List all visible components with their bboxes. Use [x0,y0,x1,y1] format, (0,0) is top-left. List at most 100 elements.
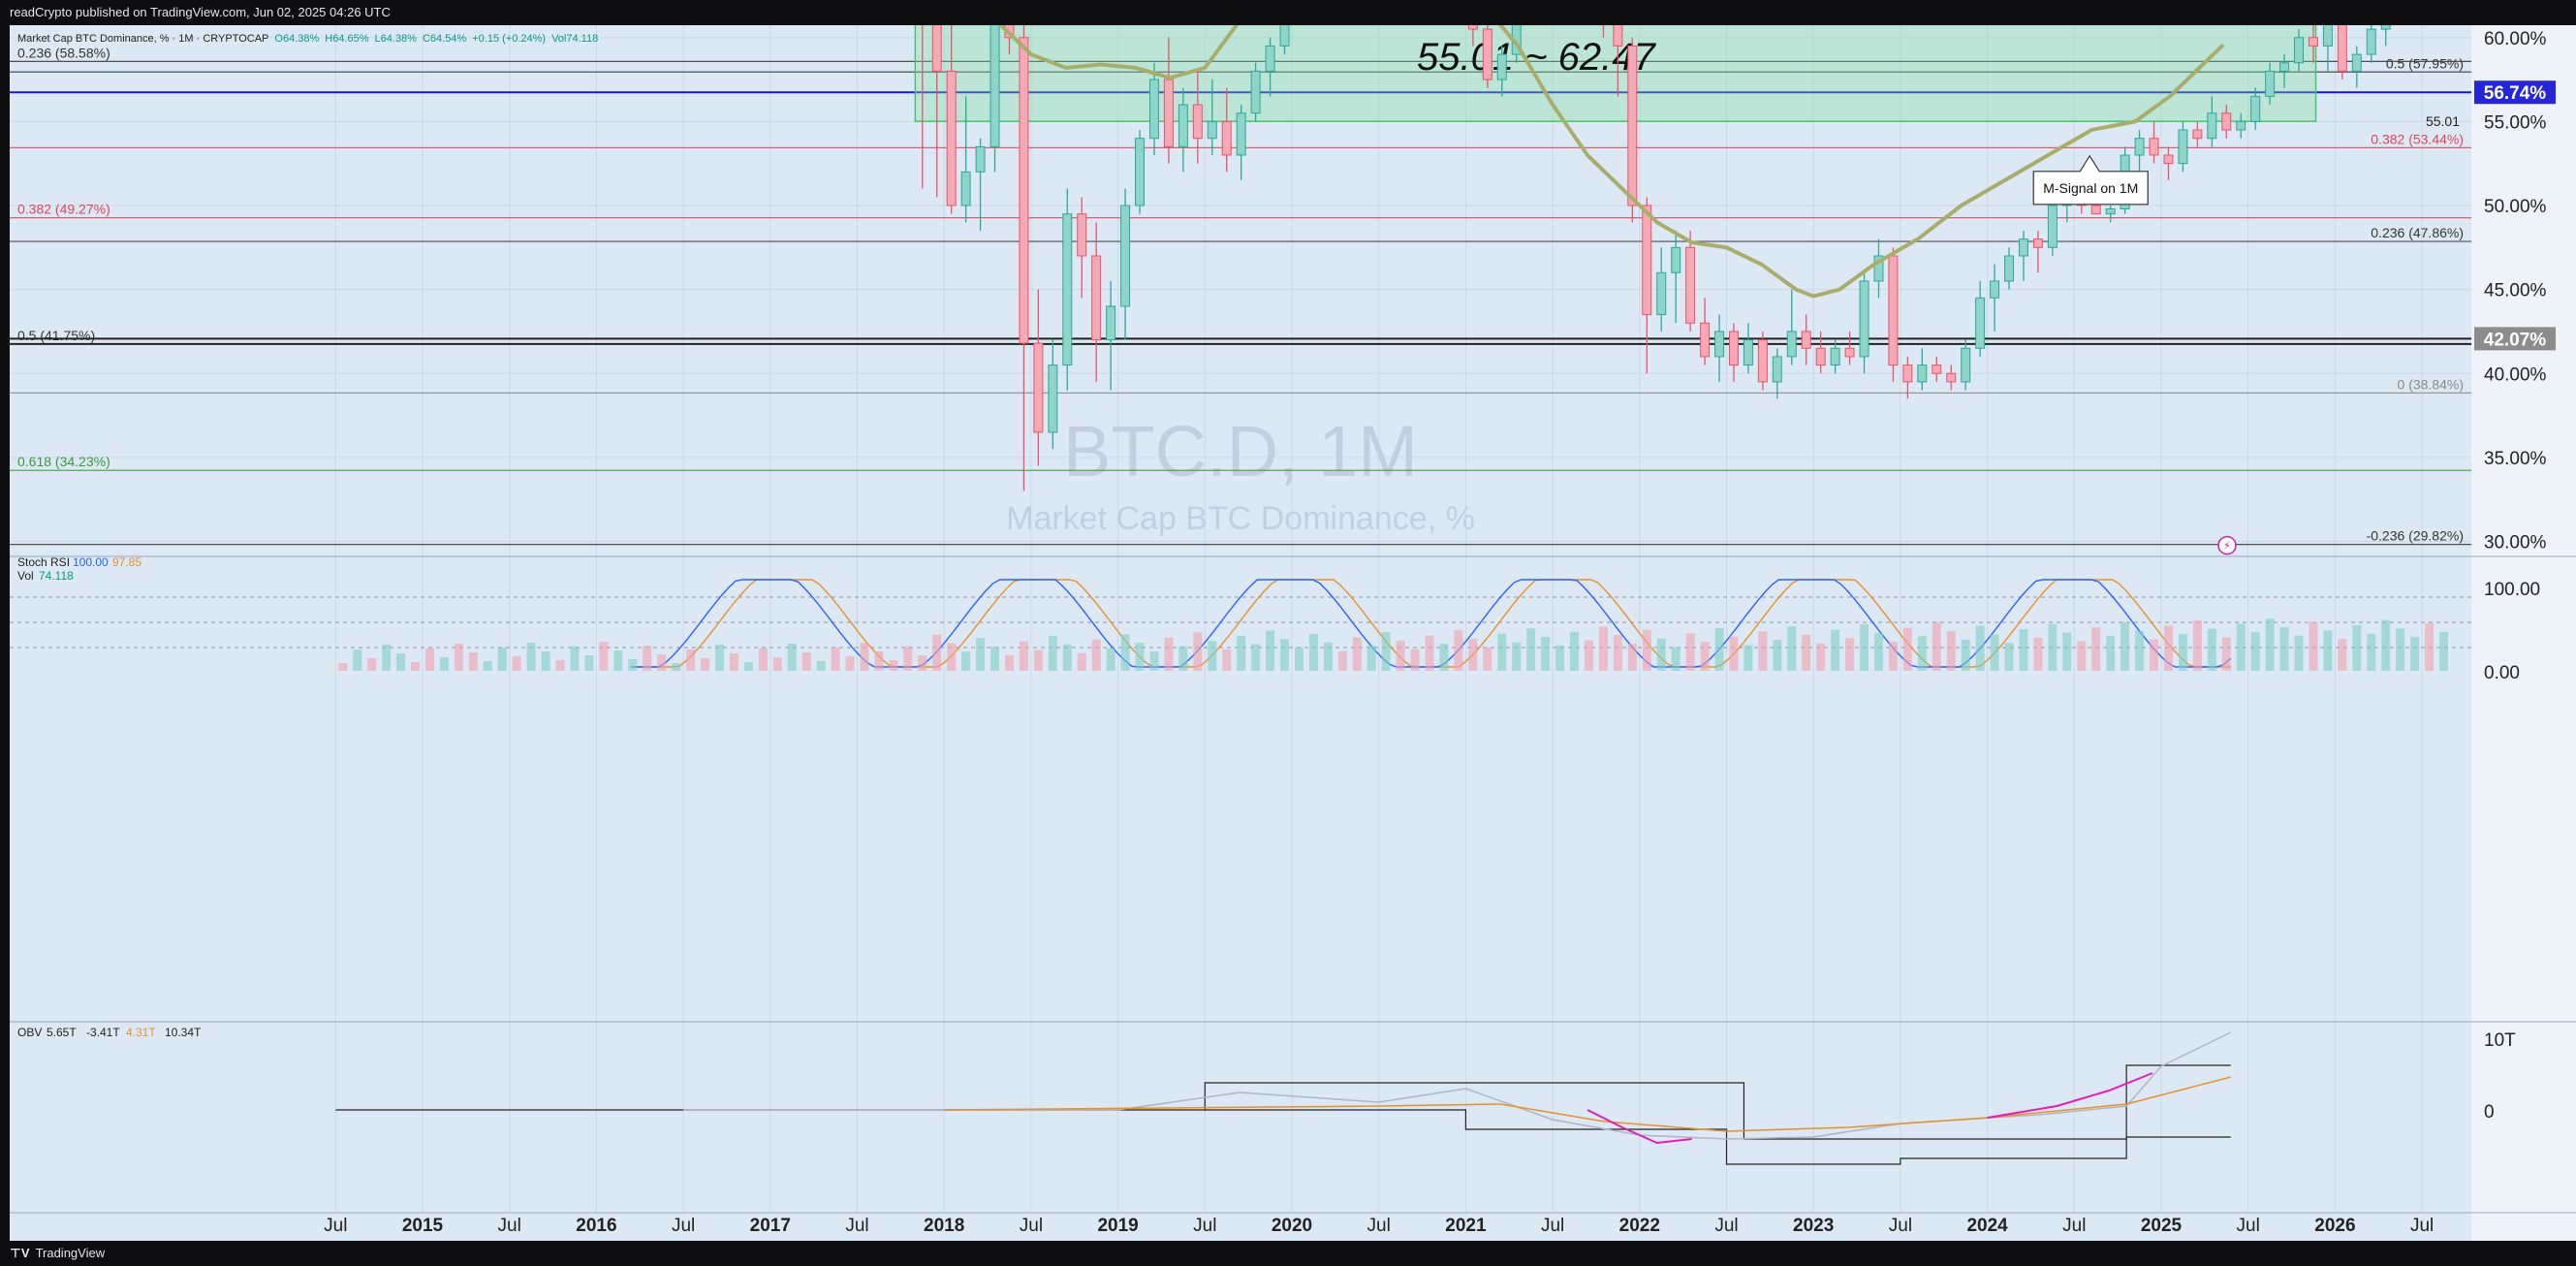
candle-51 [1077,197,1087,299]
candle-59 [1192,71,1203,164]
tradingview-logo-icon[interactable]: ⊤V [10,1246,30,1260]
vol-bar-39 [903,647,913,671]
stoch-top-label: 100.00 [2484,580,2540,600]
time-axis[interactable]: Jul 2015 Jul 2016 Jul 2017 Jul 2018 Jul 2019 Jul 20… [10,1212,2576,1236]
vol-bar-109 [1917,636,1927,671]
candle-94 [1700,298,1711,365]
candle-50 [1062,188,1073,391]
close-text: C64.54% [423,33,466,45]
lightning-icon[interactable] [2217,535,2237,555]
vol-bar-81 [1512,642,1522,671]
vol-bar-88 [1613,635,1622,671]
y-tick-4: 50.00% [2484,197,2547,217]
vol-bar-104 [1845,638,1855,671]
x-tick-17: 2023 [1793,1216,1834,1236]
obv-label: OBV [17,1026,42,1039]
vol-bar-145 [2439,631,2449,671]
vol-bar-66 [1294,648,1304,671]
vol-bar-21 [643,646,652,671]
legend: Market Cap BTC Dominance, % · 1M · CRYPT… [17,33,598,45]
footer-brand[interactable]: TradingView [35,1246,106,1260]
candle-57 [1163,37,1174,164]
btcd-chart[interactable]: BTC.D, 1M Market Cap BTC Dominance, % 0.… [0,25,2576,1241]
fib-left-label-7: 0.618 (34.23%) [17,454,110,469]
vol-bar-25 [701,658,710,671]
vol-bar-122 [2106,636,2116,671]
watermark-subtitle: Market Cap BTC Dominance, % [1006,500,1475,537]
watermark-title: BTC.D, 1M [1063,411,1418,491]
vol-bar-26 [714,645,724,671]
x-tick-20: Jul [2062,1216,2086,1236]
vol-bar-64 [1266,630,1275,671]
vol-bar-58 [1178,646,1188,671]
x-tick-21: 2025 [2141,1216,2183,1236]
vol-bar-106 [1873,632,1883,671]
vol-bar-110 [1932,622,1941,671]
vol-bar-72 [1381,632,1391,671]
fib-left-label-5: 0.382 (49.27%) [17,202,110,217]
vol-bar-68 [1323,642,1333,671]
candle-44 [975,138,986,231]
obv-v1: 5.65T [47,1026,77,1039]
fib-right-label-11: 0.236 (47.86%) [2371,225,2464,240]
vol-bar-98 [1758,631,1768,671]
candle-79 [1482,25,1492,88]
candle-60 [1207,79,1217,156]
price-axis-background [2471,25,2576,1241]
candle-41 [931,25,942,198]
vol-bar-7 [439,657,449,671]
vol-bar-96 [1729,636,1739,671]
fib-right-label-9: 0.5 (57.95%) [2386,55,2464,71]
stoch-label: Stoch RSI [17,555,70,569]
vol-bar-47 [1019,641,1028,671]
candle-95 [1714,314,1725,382]
price-axis[interactable]: 30.00% 35.00% 40.00% 45.00% 50.00% 55.00% 60.0… [2474,25,2557,554]
x-tick-15: 2022 [1619,1216,1660,1236]
candle-91 [1656,247,1667,332]
x-tick-10: Jul [1193,1216,1216,1236]
chart-svg[interactable]: BTC.D, 1M Market Cap BTC Dominance, % 0.… [0,25,2576,1241]
vol-bar-41 [932,634,942,671]
stoch-k: 100.00 [73,555,109,569]
fib-levels: 0.5 (105.51%)-0.382 (97.99%)-0.236 (88.6… [10,45,2471,546]
candle-52 [1091,222,1102,382]
vol-bar-78 [1468,638,1478,671]
vol-bar-121 [2091,627,2101,671]
vol-bar-57 [1164,637,1174,671]
vol-bar-90 [1642,629,1651,671]
candle-105 [1859,272,1869,374]
vol-bar-37 [874,651,884,671]
vol-bar-42 [947,643,957,671]
vol-bar-77 [1454,630,1463,671]
obv-top-label: 10T [2484,1030,2516,1051]
watermark: BTC.D, 1M Market Cap BTC Dominance, % [1006,411,1475,537]
fib-right-label-13: -0.236 (29.82%) [2367,528,2464,544]
vol-bar-49 [1048,636,1057,671]
vol-bar-94 [1700,642,1710,671]
candle-48 [1033,289,1044,466]
vol-bar-59 [1193,632,1203,671]
vol-bar-32 [801,652,811,671]
vol-bar-102 [1816,643,1826,671]
stoch-bottom-label: 0.00 [2484,663,2520,683]
vol-bar-9 [468,652,478,671]
vol-bar-131 [2236,623,2246,671]
obv-v3: 4.31T [126,1026,156,1039]
candle-99 [1772,348,1782,399]
obv-signal-line [944,1076,2231,1132]
candle-118 [2047,197,2058,256]
obv-v4: 10.34T [165,1026,202,1039]
footer-bar: ⊤V TradingView [0,1241,2576,1266]
vol-bar-85 [1570,631,1580,671]
candle-129 [2207,96,2217,147]
price-label-3[interactable]: 42.07% [2474,327,2556,351]
candle-111 [1946,364,1957,391]
vol-bar-128 [2192,619,2202,671]
candle-139 [2351,46,2362,88]
vol-bar-44 [976,638,986,671]
x-tick-9: 2019 [1097,1216,1138,1236]
vol-bar-129 [2207,628,2216,671]
vol-bar-53 [1106,648,1115,671]
price-label-2[interactable]: 56.74% [2474,80,2556,105]
